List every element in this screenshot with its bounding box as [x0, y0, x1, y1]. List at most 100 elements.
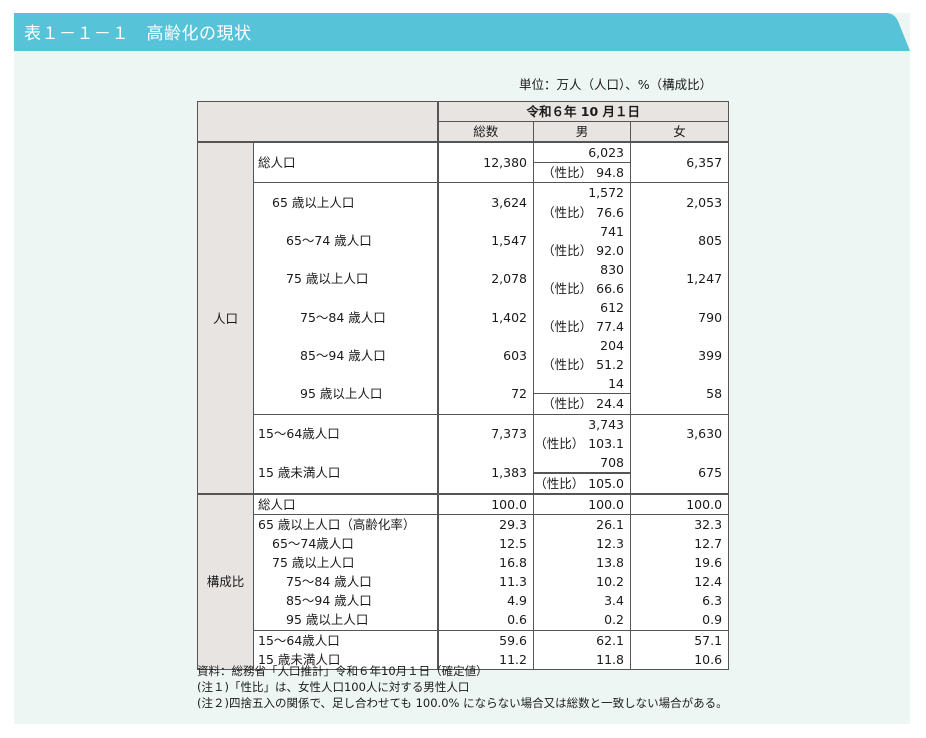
- sex-ratio-value: 51.2: [596, 357, 624, 373]
- cell-female: 790: [629, 297, 730, 337]
- table-row: 15～64歳人口 7,373 3,743 3,630: [198, 413, 730, 453]
- sex-ratio-label: （性比）: [542, 204, 593, 220]
- table-row: 75 歳以上人口 16.8 13.8 19.6: [198, 553, 730, 573]
- cell-sex-ratio: （性比） 103.1: [533, 433, 631, 453]
- cell-female: 3,630: [629, 413, 730, 453]
- note-2: (注２)四捨五入の関係で、足し合わせても 100.0% にならない場合又は総数と…: [197, 696, 728, 710]
- note-1: (注１)「性比」は、女性人口100人に対する男性人口: [197, 680, 470, 694]
- cell-total: 4.9: [436, 591, 534, 611]
- row-label: 総人口: [253, 493, 438, 515]
- cell-male: 830: [533, 259, 631, 279]
- sex-ratio-row: （性比） 66.6: [198, 278, 729, 298]
- row-label: 15 歳未満人口: [253, 649, 438, 670]
- cell-sex-ratio: （性比） 76.6: [533, 202, 631, 222]
- header-date: 令和６年 10 月１日: [436, 100, 730, 123]
- table-row: 人口 総人口 12,380 6,023 6,357: [197, 141, 730, 495]
- sex-ratio-label: （性比）: [542, 242, 593, 258]
- cell-male: 204: [533, 336, 631, 356]
- row-label: 65～74 歳人口: [253, 221, 438, 260]
- cell-female: 0.9: [629, 610, 730, 631]
- header-row-date: 令和６年 10 月１日: [197, 100, 730, 144]
- cell-male: 14: [533, 374, 631, 395]
- cell-female: 58: [629, 374, 730, 415]
- row-label: 75 歳以上人口: [253, 259, 438, 298]
- cell-female: 675: [629, 452, 730, 495]
- row-label: 総人口: [253, 142, 438, 184]
- cell-sex-ratio: （性比） 92.0: [533, 240, 631, 260]
- cell-female: 19.6: [629, 553, 730, 573]
- cell-total: 100.0: [436, 493, 534, 515]
- cell-sex-ratio: （性比） 94.8: [533, 162, 631, 184]
- cell-total: 3,624: [436, 182, 534, 222]
- cell-male: 11.8: [533, 649, 631, 670]
- cell-total: 11.2: [436, 649, 534, 670]
- cell-sex-ratio: （性比） 66.6: [533, 278, 631, 298]
- cell-male: 13.8: [533, 553, 631, 573]
- table-row: 15 歳未満人口 1,383 708 675: [198, 452, 730, 495]
- sex-ratio-row: （性比） 76.6: [198, 202, 729, 222]
- row-label: 65 歳以上人口（高齢化率）: [253, 513, 438, 535]
- group-label-population: 人口: [197, 141, 254, 495]
- cell-male: 6,023: [533, 142, 631, 164]
- cell-sex-ratio: （性比） 24.4: [533, 393, 631, 415]
- header-row-columns: 総数 男 女: [198, 121, 730, 144]
- sex-ratio-row: （性比） 77.4: [198, 317, 729, 337]
- row-label: 15～64歳人口: [253, 629, 438, 650]
- population-table: 令和６年 10 月１日 総数 男 女 人口 総人口 12,380 6,023 6,357…: [197, 100, 730, 670]
- cell-female: 32.3: [629, 513, 730, 535]
- group-label-composition: 構成比: [197, 493, 254, 670]
- sex-ratio-value: 66.6: [596, 280, 624, 296]
- row-label: 15 歳未満人口: [253, 452, 438, 495]
- table-row: 65 歳以上人口 3,624 1,572 2,053: [198, 182, 730, 222]
- cell-male: 3.4: [533, 591, 631, 611]
- table-row: 15～64歳人口 59.6 62.1 57.1: [198, 629, 730, 650]
- sex-ratio-label: （性比）: [542, 280, 593, 296]
- cell-female: 399: [629, 336, 730, 375]
- cell-total: 603: [436, 336, 534, 375]
- cell-total: 2,078: [436, 259, 534, 298]
- table-row: 構成比 総人口 100.0 100.0 100.0: [197, 493, 730, 670]
- unit-note: 単位：万人（人口）、%（構成比）: [519, 77, 713, 92]
- sex-ratio-row: （性比） 105.0: [198, 472, 729, 495]
- sex-ratio-value: 92.0: [596, 242, 624, 258]
- cell-total: 59.6: [436, 629, 534, 650]
- table-row: 65 歳以上人口（高齢化率） 29.3 26.1 32.3: [198, 513, 730, 535]
- sex-ratio-label: （性比）: [534, 475, 585, 491]
- table-row: 65～74歳人口 12.5 12.3 12.7: [198, 534, 730, 554]
- header-female: 女: [629, 121, 730, 144]
- cell-sex-ratio: （性比） 77.4: [533, 317, 631, 337]
- cell-female: 100.0: [629, 493, 730, 515]
- table-title: 表１－１－１ 高齢化の現状: [24, 24, 252, 44]
- cell-total: 0.6: [436, 610, 534, 631]
- cell-male: 10.2: [533, 572, 631, 592]
- table-row: 75 歳以上人口 2,078 830 1,247: [198, 259, 730, 298]
- sex-ratio-row: （性比） 51.2: [198, 355, 729, 375]
- title-bar: 表１－１－１ 高齢化の現状: [14, 13, 910, 51]
- table-row: 95 歳以上人口 72 14 58: [198, 374, 730, 415]
- header-total: 総数: [436, 121, 534, 144]
- cell-male: 62.1: [533, 629, 631, 650]
- sex-ratio-label: （性比）: [542, 165, 593, 181]
- table-row: 85～94 歳人口 4.9 3.4 6.3: [198, 591, 730, 611]
- sex-ratio-label: （性比）: [542, 396, 593, 412]
- cell-male: 12.3: [533, 534, 631, 554]
- cell-total: 12,380: [436, 142, 534, 184]
- sex-ratio-label: （性比）: [534, 435, 585, 451]
- header-male: 男: [533, 121, 631, 144]
- sex-ratio-row: （性比） 94.8: [198, 162, 729, 184]
- cell-female: 12.7: [629, 534, 730, 554]
- cell-total: 11.3: [436, 572, 534, 592]
- cell-female: 2,053: [629, 182, 730, 222]
- row-label: 85～94 歳人口: [253, 336, 438, 375]
- cell-female: 12.4: [629, 572, 730, 592]
- cell-total: 7,373: [436, 413, 534, 453]
- title-bar-shape: [14, 13, 910, 51]
- cell-male: 100.0: [533, 493, 631, 515]
- cell-female: 57.1: [629, 629, 730, 650]
- cell-sex-ratio: （性比） 105.0: [533, 472, 631, 495]
- row-label: 15～64歳人口: [253, 413, 438, 453]
- sex-ratio-row: （性比） 92.0: [198, 240, 729, 260]
- header-corner: [197, 101, 438, 144]
- row-label: 65 歳以上人口: [253, 182, 438, 222]
- cell-total: 1,383: [436, 452, 534, 495]
